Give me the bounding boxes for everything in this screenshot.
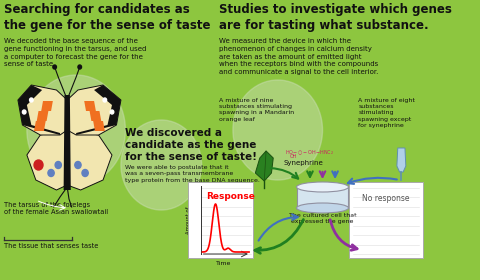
Text: Studies to investigate which genes
are for tasting what substance.: Studies to investigate which genes are f… [218,3,452,32]
Circle shape [34,160,43,170]
Text: OH: OH [289,154,297,159]
Circle shape [82,169,88,176]
Ellipse shape [297,203,348,213]
Text: Amount of
emitted light: Amount of emitted light [186,203,197,237]
Text: The cultured cell that
expressed the gene: The cultured cell that expressed the gen… [288,213,356,224]
Circle shape [121,120,202,210]
Circle shape [30,98,33,102]
Circle shape [78,65,82,69]
Text: HO$-\bigcirc\!-$OH$-$HNC$_2$: HO$-\bigcirc\!-$OH$-$HNC$_2$ [285,148,334,157]
Polygon shape [255,151,273,181]
FancyBboxPatch shape [297,187,348,208]
Text: Searching for candidates as
the gene for the sense of taste: Searching for candidates as the gene for… [3,3,210,32]
Text: We measured the device in which the
phenomenon of changes in calcium density
are: We measured the device in which the phen… [218,38,378,75]
Circle shape [110,110,114,114]
Text: We decoded the base sequence of the
gene functioning in the tarsus, and used
a c: We decoded the base sequence of the gene… [3,38,146,67]
Text: We were able to postulate that it
was a seven-pass transmembrane
type protein fr: We were able to postulate that it was a … [125,165,260,183]
Text: A mixture of eight
substances
stimulating
spawning except
for synephrine: A mixture of eight substances stimulatin… [359,98,415,128]
Polygon shape [34,121,46,131]
Circle shape [75,162,81,169]
Circle shape [233,80,323,180]
Text: We discovered a
candidate as the gene
for the sense of taste!: We discovered a candidate as the gene fo… [125,128,257,162]
Text: Time: Time [216,261,232,266]
Text: No response: No response [362,194,410,203]
Circle shape [55,162,61,169]
Polygon shape [18,85,67,135]
Text: Synephrine: Synephrine [283,160,323,166]
Polygon shape [84,101,96,111]
Polygon shape [90,111,101,121]
Ellipse shape [297,182,348,192]
Circle shape [23,110,26,114]
Polygon shape [67,85,121,135]
Polygon shape [76,85,121,135]
Polygon shape [64,95,71,190]
Text: A mixture of nine
substances stimulating
spawning in a Mandarin
orange leaf: A mixture of nine substances stimulating… [218,98,294,122]
Circle shape [48,169,54,176]
Polygon shape [27,130,67,190]
Circle shape [103,98,107,102]
Text: Response: Response [206,192,255,201]
Circle shape [27,75,125,185]
Text: The tissue that senses taste: The tissue that senses taste [3,243,98,249]
Polygon shape [41,101,53,111]
Polygon shape [93,121,105,131]
Circle shape [53,65,57,69]
Polygon shape [18,85,60,135]
Polygon shape [397,148,406,172]
FancyBboxPatch shape [349,182,423,258]
Text: The tarsus of the forelegs
of the female Asian swallowtail: The tarsus of the forelegs of the female… [3,202,108,216]
FancyBboxPatch shape [188,182,252,258]
Polygon shape [67,130,112,190]
Polygon shape [37,111,48,121]
